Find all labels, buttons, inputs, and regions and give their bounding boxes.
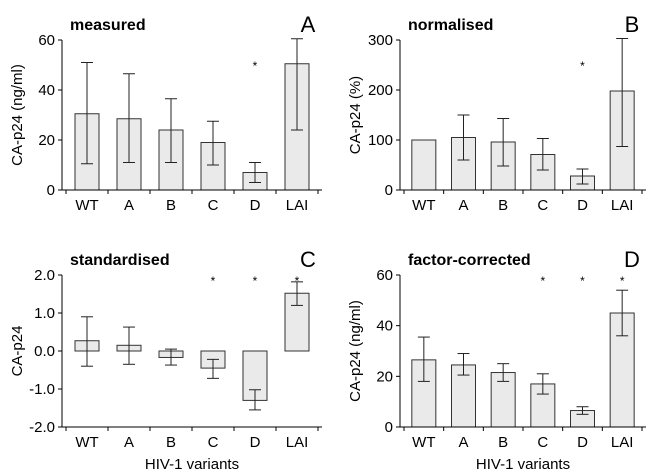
y-axis-title: CA-p24 (ng/ml)	[9, 64, 26, 166]
bar-wt	[411, 139, 437, 191]
y-tick-label: 60	[376, 267, 393, 284]
x-tick-label: LAI	[286, 434, 309, 451]
error-bar-lai	[291, 38, 303, 131]
x-tick-label: C	[537, 434, 548, 451]
x-tick-label: D	[577, 197, 588, 214]
y-tick-label: 60	[38, 32, 55, 49]
x-tick-label: WT	[75, 434, 98, 451]
bar-a	[451, 364, 476, 428]
y-tick-label: 40	[376, 318, 393, 335]
error-bar-lai	[616, 289, 629, 337]
y-tick-label: 40	[38, 82, 55, 99]
x-tick-label: A	[458, 434, 468, 451]
y-tick-label: -1.0	[29, 381, 55, 398]
x-tick-label: D	[577, 434, 588, 451]
error-bar-b	[497, 363, 510, 382]
y-axis-title: CA-p24 (ng/ml)	[347, 300, 364, 402]
x-tick-label: A	[458, 197, 468, 214]
x-tick-label: B	[166, 434, 176, 451]
x-tick-label: C	[208, 434, 219, 451]
y-axis-title: CA-p24	[9, 326, 26, 377]
error-bar-d	[576, 168, 589, 185]
y-tick-label: 0	[47, 182, 55, 199]
error-bar-c	[536, 138, 549, 171]
x-tick-label: D	[250, 197, 261, 214]
x-tick-label: LAI	[286, 197, 309, 214]
y-tick-label: 20	[38, 132, 55, 149]
error-bar-b	[497, 118, 510, 167]
significance-mark: *	[580, 59, 585, 73]
significance-mark: *	[540, 274, 545, 288]
y-tick-label: 1.0	[34, 305, 55, 322]
x-tick-label: A	[124, 197, 134, 214]
chart-title: measured	[70, 17, 146, 34]
chart-panel-b: * 0 100 200 300 WT A B C D LAI CA-p24 (%) normalised…	[347, 12, 646, 214]
x-tick-label: B	[498, 434, 508, 451]
y-tick-label: 0	[385, 419, 393, 436]
x-tick-label: WT	[412, 197, 435, 214]
x-tick-label: WT	[412, 434, 435, 451]
y-tick-label: 100	[368, 132, 393, 149]
error-bar-wt	[81, 316, 93, 367]
x-tick-label: B	[498, 197, 508, 214]
significance-mark: *	[253, 59, 258, 73]
y-tick-label: 20	[376, 368, 393, 385]
error-bar-lai	[616, 38, 629, 147]
x-axis-title: HIV-1 variants	[145, 456, 239, 473]
chart-panel-c: * * * -2.0 -1.0 0.0 1.0 2.0 WT A B C D LAI CA-p24 HIV-1…	[9, 247, 322, 473]
x-tick-label: LAI	[611, 434, 634, 451]
error-bar-a	[123, 326, 135, 365]
x-tick-label: D	[250, 434, 261, 451]
x-tick-label: A	[124, 434, 134, 451]
chart-title: standardised	[70, 252, 170, 269]
significance-mark: *	[620, 274, 625, 288]
error-bar-d	[249, 162, 261, 183]
chart-title: factor-corrected	[408, 252, 531, 269]
y-tick-label: 0.0	[34, 343, 55, 360]
y-tick-label: -2.0	[29, 419, 55, 436]
panel-letter: C	[300, 247, 316, 272]
y-tick-label: 2.0	[34, 267, 55, 284]
chart-panel-a: * 0 20 40 60 WT A B C D LAI CA-p24 (ng/ml) measured A	[9, 12, 322, 214]
x-tick-label: C	[208, 197, 219, 214]
y-axis-title: CA-p24 (%)	[347, 76, 364, 154]
y-tick-label: 300	[368, 32, 393, 49]
x-tick-label: WT	[75, 197, 98, 214]
error-bar-wt	[81, 62, 93, 165]
y-tick-label: 200	[368, 82, 393, 99]
panel-letter: A	[301, 12, 316, 37]
panel-letter: B	[625, 12, 640, 37]
error-bar-b	[165, 348, 177, 366]
x-tick-label: B	[166, 197, 176, 214]
significance-mark: *	[295, 274, 300, 288]
error-bar-a	[457, 114, 470, 161]
error-bar-lai	[291, 281, 303, 306]
error-bar-b	[165, 98, 177, 163]
error-bar-c	[207, 120, 219, 166]
error-bar-d	[249, 389, 261, 411]
panel-letter: D	[624, 247, 640, 272]
y-tick-label: 0	[385, 182, 393, 199]
significance-mark: *	[580, 274, 585, 288]
error-bar-a	[457, 353, 470, 376]
x-tick-label: LAI	[611, 197, 634, 214]
x-tick-label: C	[537, 197, 548, 214]
chart-title: normalised	[408, 17, 493, 34]
error-bar-wt	[417, 336, 430, 382]
chart-panel-d: * * * 0 20 40 60 WT A B C D LAI CA-p24 (ng/ml) HIV-1 v…	[347, 247, 646, 473]
error-bar-c	[207, 358, 219, 379]
significance-mark: *	[253, 274, 258, 288]
x-axis-title: HIV-1 variants	[476, 456, 570, 473]
error-bar-a	[123, 73, 135, 163]
error-bar-c	[536, 373, 549, 395]
significance-mark: *	[211, 274, 216, 288]
error-bar-d	[576, 406, 589, 415]
